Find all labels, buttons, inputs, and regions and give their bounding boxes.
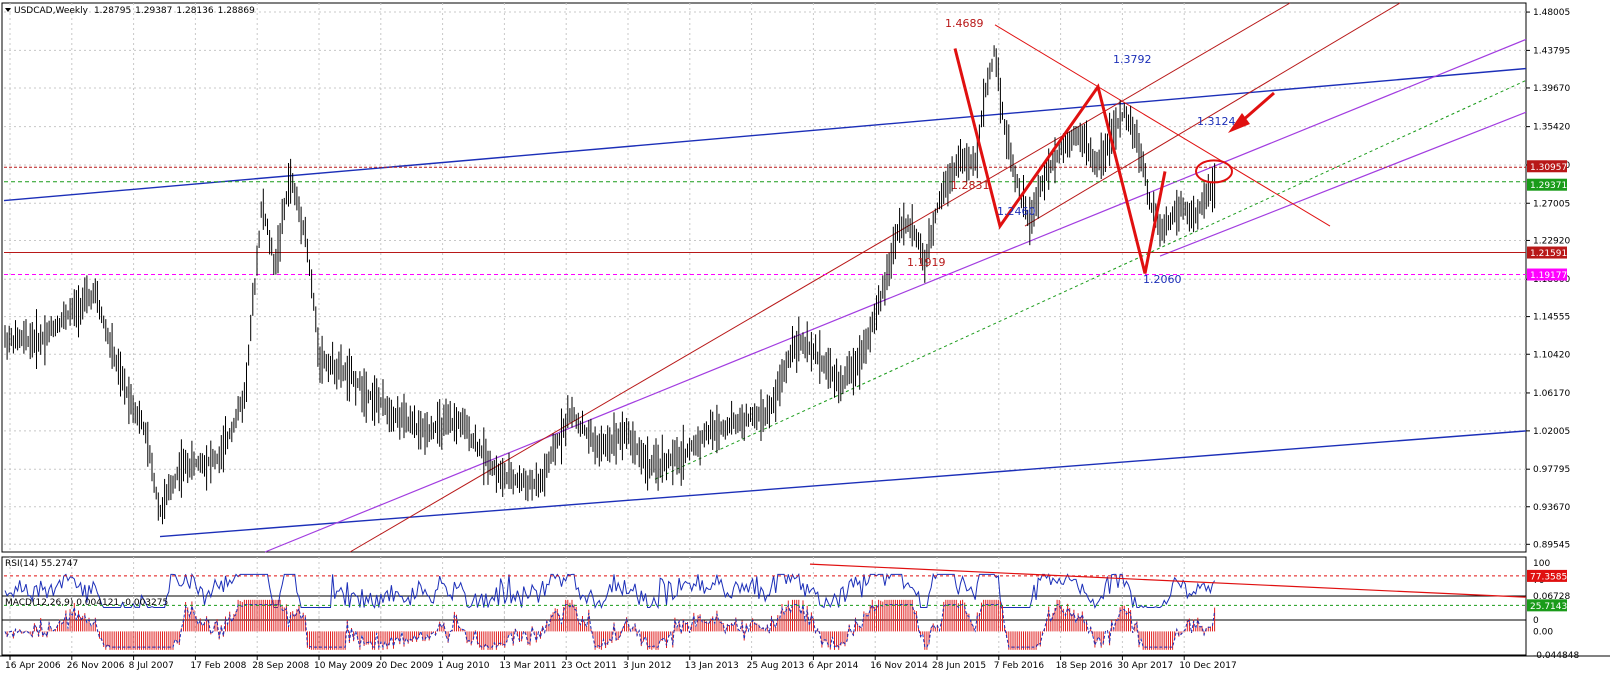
time-tick-label: 28 Jun 2015	[932, 661, 986, 671]
price-tick-label: 1.27005	[1533, 199, 1570, 209]
time-axis: 16 Apr 2006 26 Nov 2006 8 Jul 2007 17 Feb 2…	[5, 656, 1237, 671]
swing-annotations: 1.4689 1.3792 1.3124 1.2831 1.2460 1.1919 1.20…	[907, 17, 1236, 286]
time-tick-label: 17 Feb 2008	[190, 661, 246, 671]
price-tick-label: 1.43795	[1533, 46, 1570, 56]
price-tag-text: 1.19177	[1530, 271, 1567, 281]
price-tag-bg	[1527, 160, 1567, 173]
time-tick-label: 28 Sep 2008	[252, 661, 309, 671]
red-descending-line	[994, 24, 1331, 227]
swing-label: 1.2460	[997, 205, 1036, 218]
time-tick-label: 7 Feb 2016	[994, 661, 1045, 671]
swing-label: 1.3124	[1197, 115, 1236, 128]
swing-label: 1.1919	[907, 256, 946, 269]
pane-frames	[0, 2, 1610, 657]
upper-blue-trendline	[3, 67, 1527, 202]
rsi-divergence-line	[809, 563, 1527, 598]
pane-frame-2	[1, 595, 1527, 656]
arrow-head-icon	[1228, 113, 1250, 133]
macd-tick-label: -0.044848	[1533, 651, 1579, 661]
price-pane-title: USDCAD,Weekly 1.28795 1.29387 1.28136 1.2886…	[14, 6, 255, 16]
price-bars	[4, 45, 1216, 525]
time-tick-label: 18 Sep 2016	[1056, 661, 1113, 671]
price-tick-label: 1.48005	[1533, 8, 1570, 18]
red-channel-line-1	[349, 2, 1291, 553]
violet-channel-lower	[264, 38, 1527, 553]
price-tag-labels: 1.30957 1.29371 1.21591 1.19177 77.3585 25.71…	[4, 160, 1567, 612]
pattern-lines	[953, 48, 1275, 274]
price-tick-label: 1.10420	[1533, 350, 1570, 360]
rsi-pane-title: RSI(14) 55.2747	[5, 559, 78, 569]
dropdown-triangle-icon[interactable]	[5, 8, 11, 12]
rsi-tag-bg	[1527, 569, 1567, 582]
price-tick-label: 0.93670	[1533, 503, 1570, 513]
price-tag-text: 1.29371	[1530, 181, 1567, 191]
time-tick-label: 3 Jun 2012	[623, 661, 671, 671]
green-dashed-support	[654, 79, 1527, 480]
time-tick-label: 16 Apr 2006	[5, 661, 61, 671]
macd-tick-label: 0.06728	[1533, 592, 1570, 602]
macd-signal-line	[4, 603, 1216, 649]
rsi-tick-label: 100	[1533, 559, 1550, 569]
price-tick-label: 1.06170	[1533, 389, 1570, 399]
macd-tick-label: 0.00	[1533, 627, 1553, 637]
price-tag-bg	[1527, 268, 1567, 281]
rsi-tag-bg	[1527, 599, 1567, 612]
price-tick-label: 1.35420	[1533, 123, 1570, 133]
price-axis: 1.480051.437951.396701.354201.312101.270…	[1526, 8, 1579, 661]
time-tick-label: 10 Dec 2017	[1179, 661, 1237, 671]
time-tick-label: 25 Aug 2013	[747, 661, 805, 671]
price-tag-bg	[1527, 178, 1567, 191]
violet-channel-parallel	[1159, 111, 1527, 257]
time-tick-label: 8 Jul 2007	[129, 661, 174, 671]
rsi-tick-label: 0	[1533, 616, 1539, 626]
zigzag-pattern-line	[953, 48, 1167, 274]
time-tick-label: 16 Nov 2014	[870, 661, 928, 671]
price-tick-label: 1.14555	[1533, 313, 1570, 323]
swing-label: 1.4689	[945, 17, 984, 30]
price-tick-label: 1.22920	[1533, 236, 1570, 246]
time-tick-label: 30 Apr 2017	[1117, 661, 1173, 671]
time-tick-label: 20 Dec 2009	[376, 661, 434, 671]
price-tick-label: 0.89545	[1533, 540, 1570, 550]
time-tick-label: 10 May 2009	[314, 661, 373, 671]
rsi-polyline	[4, 572, 1216, 610]
price-tick-label: 1.39670	[1533, 84, 1570, 94]
lower-blue-trendline	[159, 430, 1527, 538]
time-tick-label: 13 Jan 2013	[685, 661, 739, 671]
time-tick-label: 1 Aug 2010	[438, 661, 490, 671]
swing-label: 1.3792	[1113, 53, 1152, 66]
rsi-tag-text: 77.3585	[1530, 572, 1567, 582]
price-tag-text: 1.21591	[1530, 249, 1567, 259]
pane-frame-0	[1, 2, 1527, 553]
swing-label: 1.2060	[1143, 273, 1182, 286]
price-tick-label: 0.97795	[1533, 465, 1570, 475]
time-tick-label: 23 Oct 2011	[561, 661, 617, 671]
macd-histogram	[4, 599, 1216, 650]
rsi-tag-text: 25.7143	[1530, 602, 1567, 612]
macd-pane-title: MACD(12,26,9) 0.004121 -0.003275	[5, 598, 168, 608]
swing-label: 1.2831	[951, 179, 990, 192]
pane-frame-1	[1, 556, 1527, 621]
time-tick-label: 13 Mar 2011	[499, 661, 556, 671]
time-tick-label: 6 Apr 2014	[808, 661, 858, 671]
time-tick-label: 26 Nov 2006	[67, 661, 125, 671]
price-tick-label: 1.02005	[1533, 427, 1570, 437]
red-channel-line-2	[1024, 2, 1401, 227]
price-tag-text: 1.30957	[1530, 163, 1567, 173]
price-tag-bg	[1527, 246, 1567, 259]
grid-lines	[4, 3, 1526, 655]
trend-lines	[3, 2, 1527, 553]
highlight-circle	[1195, 159, 1233, 184]
rsi-line	[4, 563, 1527, 610]
